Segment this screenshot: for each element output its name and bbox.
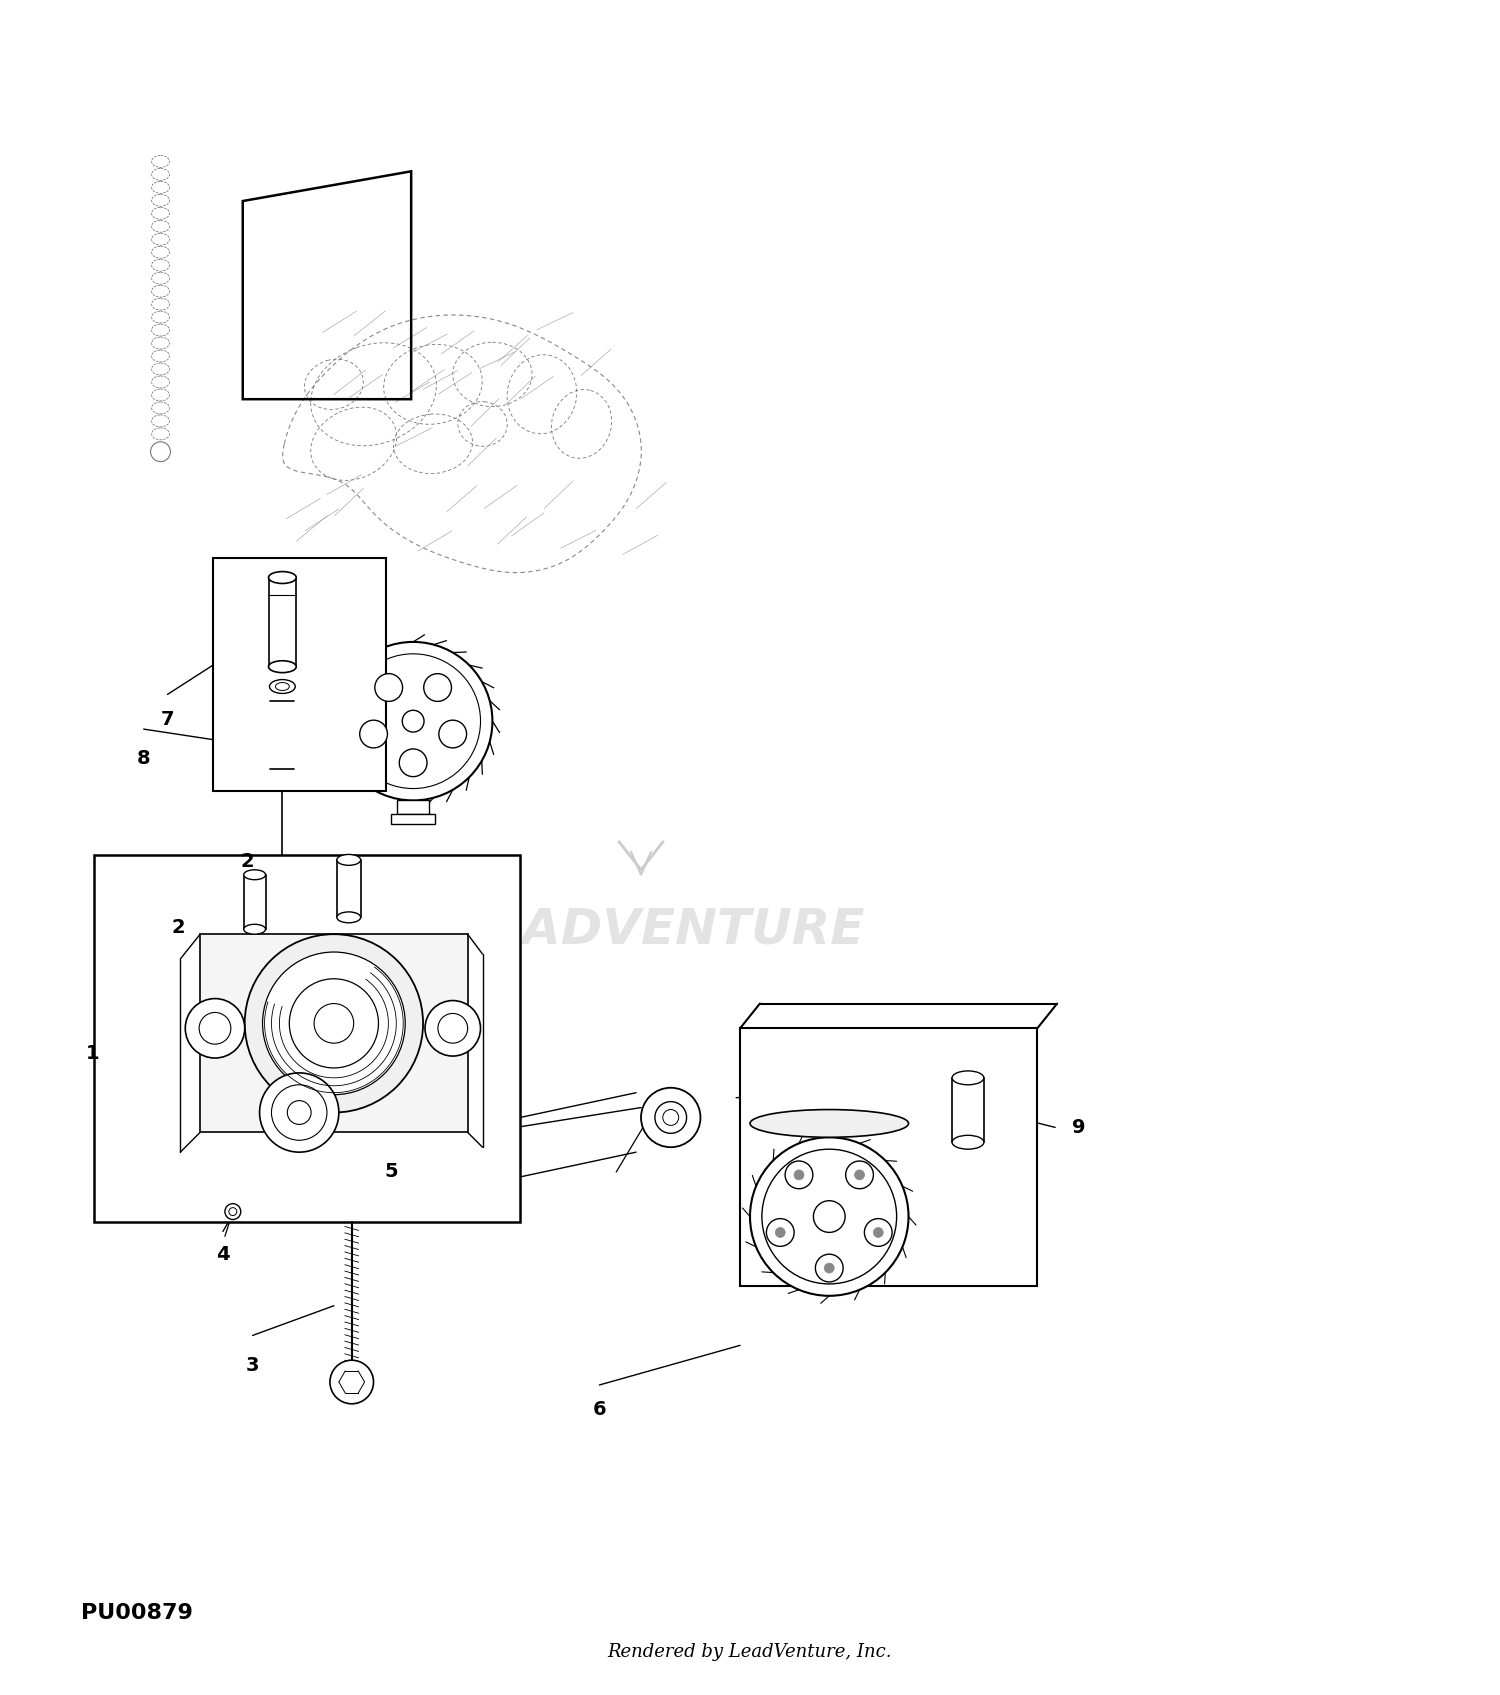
Circle shape: [423, 673, 451, 702]
Circle shape: [262, 953, 405, 1095]
Circle shape: [663, 1110, 678, 1125]
Text: Rendered by LeadVenture, Inc.: Rendered by LeadVenture, Inc.: [608, 1644, 892, 1661]
Circle shape: [784, 1161, 813, 1188]
Text: 9: 9: [1072, 1119, 1086, 1137]
Circle shape: [399, 749, 427, 776]
Circle shape: [438, 1014, 468, 1042]
Text: PU00879: PU00879: [81, 1603, 194, 1622]
Circle shape: [762, 1149, 897, 1283]
Circle shape: [873, 1227, 883, 1237]
Ellipse shape: [750, 1110, 909, 1137]
Circle shape: [290, 978, 378, 1068]
Text: 4: 4: [216, 1244, 229, 1264]
Bar: [243, 875, 266, 929]
Text: 8: 8: [136, 749, 150, 768]
Circle shape: [272, 1085, 327, 1141]
Circle shape: [794, 1170, 804, 1180]
Circle shape: [825, 1263, 834, 1273]
Ellipse shape: [268, 661, 296, 673]
Circle shape: [402, 710, 424, 732]
Circle shape: [288, 1100, 310, 1124]
Circle shape: [640, 1088, 700, 1148]
Circle shape: [855, 1170, 864, 1180]
Circle shape: [750, 1137, 909, 1295]
Polygon shape: [740, 1029, 1038, 1287]
Circle shape: [186, 998, 244, 1058]
Circle shape: [864, 1219, 892, 1246]
Circle shape: [334, 642, 492, 800]
Circle shape: [360, 720, 387, 747]
Bar: [338, 859, 360, 917]
Circle shape: [656, 1102, 687, 1134]
Circle shape: [440, 720, 466, 747]
Bar: [268, 578, 296, 666]
Text: 2: 2: [242, 853, 255, 871]
Ellipse shape: [338, 854, 360, 866]
Circle shape: [230, 1207, 237, 1215]
Ellipse shape: [243, 870, 266, 880]
Ellipse shape: [338, 912, 360, 922]
Text: LEADVENTURE: LEADVENTURE: [456, 905, 866, 953]
Text: 3: 3: [246, 1356, 259, 1375]
Ellipse shape: [270, 680, 296, 693]
Bar: [94, 854, 520, 1222]
Circle shape: [776, 1227, 784, 1237]
Text: 2: 2: [171, 917, 184, 937]
Text: 1: 1: [86, 1044, 99, 1063]
Bar: [392, 814, 435, 824]
Text: 6: 6: [592, 1400, 606, 1419]
Circle shape: [200, 1012, 231, 1044]
Circle shape: [150, 442, 171, 461]
Ellipse shape: [243, 924, 266, 934]
Bar: [213, 558, 387, 790]
Circle shape: [424, 1000, 480, 1056]
Circle shape: [314, 1003, 354, 1042]
Ellipse shape: [276, 683, 290, 690]
Circle shape: [346, 654, 480, 788]
Text: 5: 5: [384, 1163, 398, 1181]
Ellipse shape: [952, 1136, 984, 1149]
Circle shape: [330, 1359, 374, 1403]
Text: 7: 7: [160, 710, 174, 729]
Circle shape: [816, 1254, 843, 1281]
Circle shape: [375, 673, 402, 702]
Circle shape: [766, 1219, 794, 1246]
Circle shape: [260, 1073, 339, 1153]
Ellipse shape: [952, 1071, 984, 1085]
Ellipse shape: [268, 571, 296, 583]
Bar: [952, 1078, 984, 1142]
Circle shape: [244, 934, 423, 1112]
Bar: [200, 934, 468, 1132]
Circle shape: [813, 1200, 844, 1232]
Circle shape: [846, 1161, 873, 1188]
Bar: [398, 800, 429, 814]
Circle shape: [225, 1203, 242, 1219]
